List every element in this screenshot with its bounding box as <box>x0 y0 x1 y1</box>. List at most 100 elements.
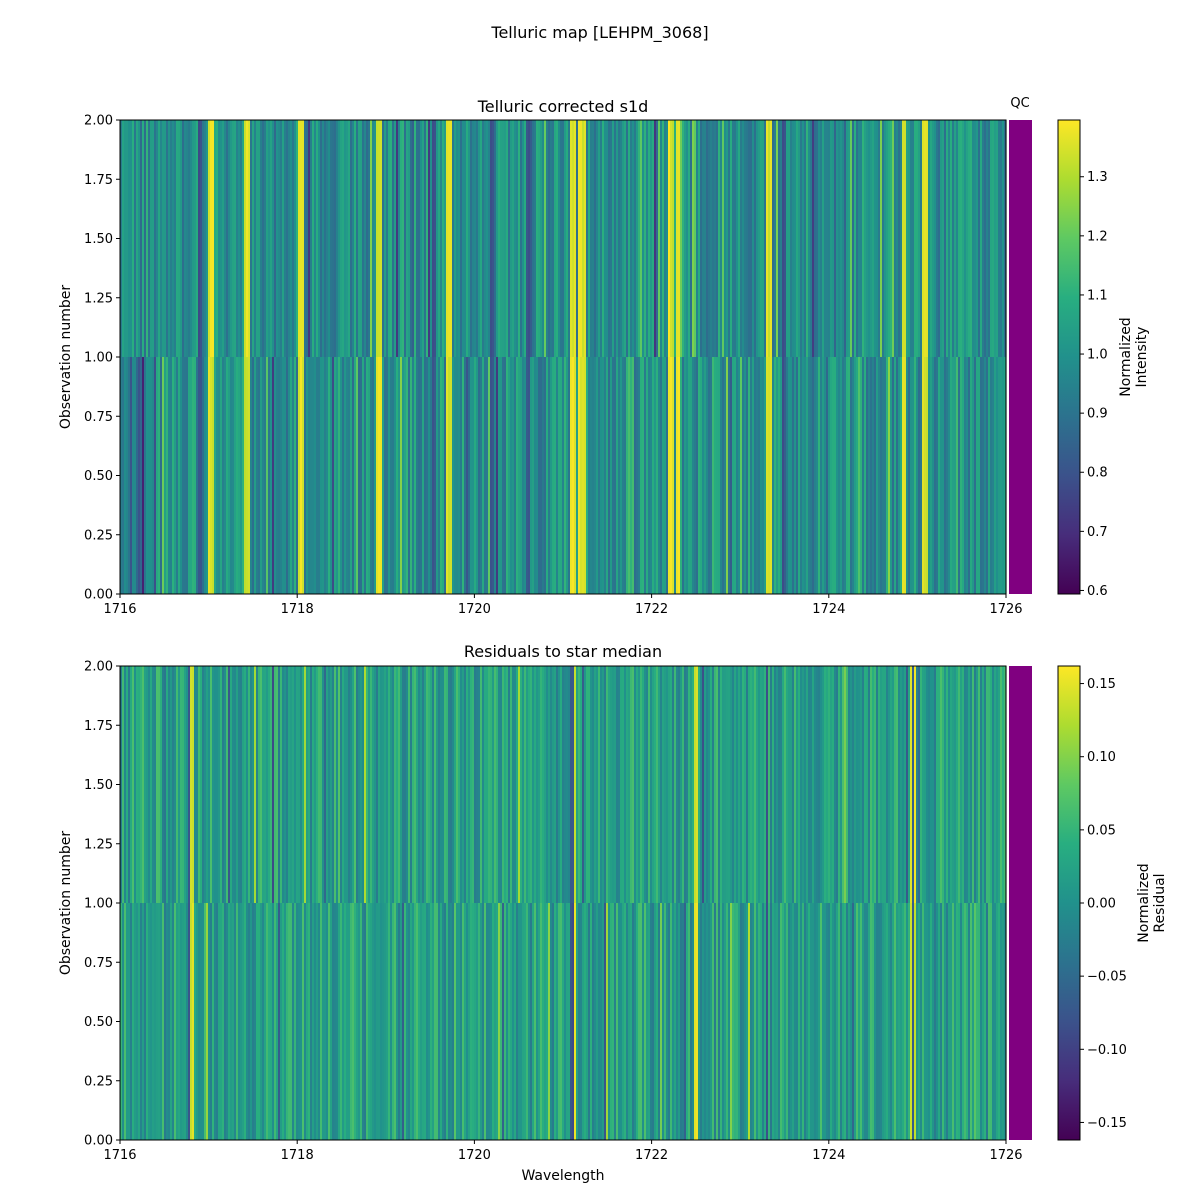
heatmap-cell <box>590 357 593 594</box>
heatmap-cell <box>322 666 325 903</box>
heatmap-cell <box>1004 903 1007 1140</box>
heatmap-cell <box>600 357 603 594</box>
heatmap-cell <box>284 903 287 1140</box>
heatmap-cell <box>178 357 181 594</box>
heatmap-cell <box>448 903 451 1140</box>
heatmap-cell <box>838 903 841 1140</box>
y-tick-label: 0.25 <box>84 1074 113 1089</box>
heatmap-cell <box>294 903 297 1140</box>
heatmap-cell <box>272 357 275 594</box>
heatmap-cell <box>850 903 853 1140</box>
heatmap-cell <box>606 666 609 903</box>
heatmap-cell <box>262 120 265 357</box>
heatmap-cell <box>692 666 695 903</box>
heatmap-cell <box>728 357 731 594</box>
heatmap-cell <box>214 120 217 357</box>
heatmap-cell <box>462 120 465 357</box>
heatmap-cell <box>794 666 797 903</box>
heatmap-cell <box>420 120 423 357</box>
heatmap-cell <box>786 357 789 594</box>
heatmap-cell <box>972 666 975 903</box>
heatmap-cell <box>316 666 319 903</box>
heatmap-cell <box>230 666 233 903</box>
heatmap-cell <box>140 357 143 594</box>
heatmap-cell <box>964 903 967 1140</box>
heatmap-cell <box>240 357 243 594</box>
heatmap-cell <box>832 357 835 594</box>
heatmap-cell <box>520 120 523 357</box>
heatmap-cell <box>320 120 323 357</box>
heatmap-cell <box>162 357 165 594</box>
heatmap-cell <box>742 357 745 594</box>
heatmap-cell <box>658 120 661 357</box>
heatmap-cell <box>456 357 459 594</box>
heatmap-cell <box>722 120 725 357</box>
heatmap-cell <box>1004 120 1007 357</box>
heatmap-cell <box>284 666 287 903</box>
heatmap-cell <box>960 120 963 357</box>
heatmap-cell <box>610 666 613 903</box>
heatmap-cell <box>432 357 435 594</box>
heatmap-cell <box>354 903 357 1140</box>
heatmap-cell <box>996 903 999 1140</box>
heatmap-cell <box>686 666 689 903</box>
heatmap-cell <box>754 666 757 903</box>
heatmap-cell <box>524 903 527 1140</box>
heatmap-cell <box>378 666 381 903</box>
heatmap-cell <box>488 357 491 594</box>
heatmap-cell <box>390 903 393 1140</box>
x-tick-label: 1720 <box>458 1148 491 1163</box>
heatmap-cell <box>352 666 355 903</box>
heatmap-cell <box>218 903 221 1140</box>
heatmap-cell <box>180 666 183 903</box>
heatmap-cell <box>468 666 471 903</box>
heatmap-cell <box>670 903 673 1140</box>
heatmap-cell <box>720 357 723 594</box>
heatmap-cell <box>708 357 711 594</box>
heatmap-cell <box>648 666 651 903</box>
heatmap-cell <box>988 903 991 1140</box>
heatmap-cell <box>728 903 731 1140</box>
heatmap-cell <box>788 357 791 594</box>
heatmap-cell <box>516 120 519 357</box>
heatmap-cell <box>508 357 511 594</box>
heatmap-cell <box>476 666 479 903</box>
heatmap-cell <box>660 666 663 903</box>
heatmap-cell <box>638 120 641 357</box>
heatmap-cell <box>296 903 299 1140</box>
heatmap-cell <box>846 357 849 594</box>
heatmap-cell <box>278 666 281 903</box>
heatmap-cell <box>312 903 315 1140</box>
heatmap-cell <box>484 120 487 357</box>
heatmap-cell <box>712 120 715 357</box>
heatmap-cell <box>340 666 343 903</box>
heatmap-cell <box>236 903 239 1140</box>
heatmap-cell <box>718 120 721 357</box>
heatmap-cell <box>414 666 417 903</box>
heatmap-cell <box>680 903 683 1140</box>
heatmap-cell <box>242 666 245 903</box>
heatmap-cell <box>926 357 929 594</box>
heatmap-cell <box>422 666 425 903</box>
heatmap-cell <box>310 666 313 903</box>
heatmap-cell <box>528 120 531 357</box>
heatmap-cell <box>944 903 947 1140</box>
heatmap-cell <box>820 666 823 903</box>
heatmap-cell <box>522 120 525 357</box>
heatmap-cell <box>930 666 933 903</box>
heatmap-cell <box>868 357 871 594</box>
heatmap-cell <box>414 903 417 1140</box>
heatmap-cell <box>912 666 915 903</box>
heatmap-cell <box>518 666 521 903</box>
heatmap-cell <box>586 120 589 357</box>
heatmap-cell <box>494 120 497 357</box>
heatmap-cell <box>804 903 807 1140</box>
heatmap-cell <box>536 903 539 1140</box>
heatmap-cell <box>734 666 737 903</box>
heatmap-cell <box>870 357 873 594</box>
heatmap-cell <box>188 666 191 903</box>
heatmap-cell <box>494 666 497 903</box>
heatmap-cell <box>244 666 247 903</box>
heatmap-cell <box>434 666 437 903</box>
heatmap-cell <box>362 120 365 357</box>
